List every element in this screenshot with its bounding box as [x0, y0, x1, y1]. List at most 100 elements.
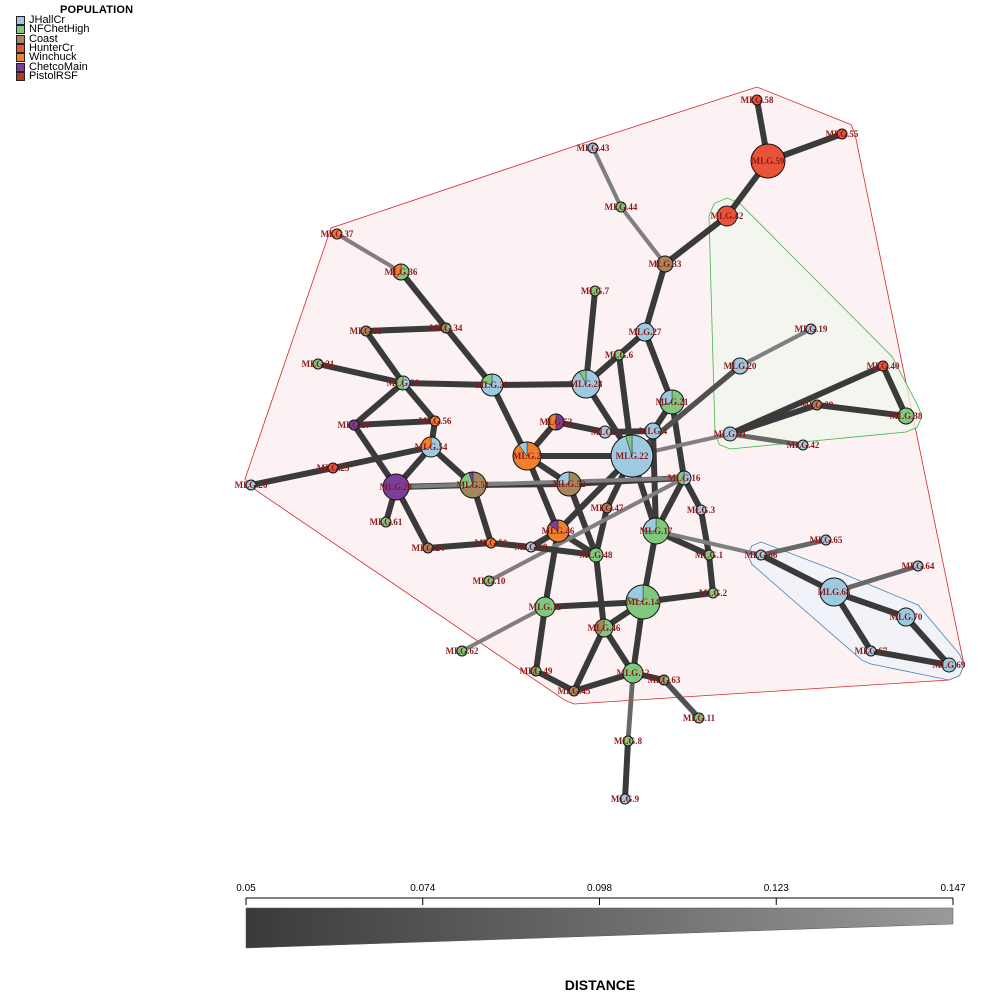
node-label: MLG.39	[801, 400, 834, 410]
node-outline	[429, 415, 441, 427]
node-outline	[693, 712, 705, 724]
network-node: MLG.22	[610, 434, 654, 478]
network-edge	[398, 270, 449, 330]
network-node: MLG.4	[639, 422, 668, 440]
node-label: MLG.37	[321, 229, 354, 239]
node-outline	[912, 560, 924, 572]
network-node: MLG.67	[855, 645, 888, 657]
node-outline	[819, 577, 849, 607]
node-pie-slice	[430, 416, 440, 426]
node-label: MLG.60	[515, 542, 548, 552]
network-node: MLG.25	[317, 462, 350, 474]
network-node: MLG.44	[605, 201, 638, 213]
node-pie-slice	[645, 423, 661, 439]
node-pie-slice	[484, 576, 494, 586]
network-node: MLG.23	[380, 473, 413, 501]
cluster-hull-green	[708, 197, 923, 450]
network-node: MLG.38	[890, 407, 923, 425]
network-edge	[335, 232, 403, 274]
node-label: MLG.2	[513, 451, 542, 461]
network-node: MLG.58	[741, 94, 774, 106]
network-nodes: MLG.58 MLG.55 MLG.59 MLG.43 MLG.44 MLG.42 MLG.…	[235, 94, 966, 805]
node-label: MLG.53	[540, 417, 573, 427]
node-pie-slice	[623, 663, 643, 683]
node-outline	[658, 674, 670, 686]
node-label: MLG.10	[473, 576, 506, 586]
network-node: MLG.34	[430, 322, 463, 334]
node-pie-slice	[704, 550, 714, 560]
network-edge	[655, 529, 762, 557]
node-outline	[707, 587, 719, 599]
node-label: MLG.48	[580, 550, 613, 560]
network-node: MLG.56	[419, 415, 452, 427]
node-pie-slice	[332, 229, 342, 239]
network-edge	[729, 402, 818, 437]
node-label: MLG.46	[588, 623, 621, 633]
node-pie-slice	[623, 736, 633, 746]
network-node: MLG.50	[475, 537, 508, 549]
node-pie-slice	[723, 427, 737, 441]
network-edge	[402, 380, 493, 388]
network-node: MLG.26	[235, 479, 268, 491]
node-label: MLG.35	[350, 326, 383, 336]
node-label: MLG.23	[380, 482, 413, 492]
network-node: MLG.1	[695, 549, 724, 561]
node-outline	[587, 142, 599, 154]
network-edge	[650, 430, 659, 532]
population-legend: POPULATION JHallCr NFChetHigh Coast HunterC…	[16, 4, 133, 81]
node-label: MLG.22	[616, 451, 649, 461]
node-outline	[644, 422, 662, 440]
network-node: MLG.35	[350, 325, 383, 337]
legend-swatch	[16, 44, 25, 54]
legend-title: POPULATION	[60, 4, 134, 16]
legend-item: PistolRSF	[16, 70, 133, 81]
node-outline	[392, 263, 410, 281]
node-pie-slice	[812, 400, 822, 410]
node-label: MLG.40	[867, 361, 900, 371]
node-outline	[483, 575, 495, 587]
network-node: MLG.65	[810, 534, 843, 546]
network-node: MLG.55	[826, 128, 859, 140]
node-outline	[395, 375, 411, 391]
node-outline	[722, 426, 738, 442]
node-label: MLG.14	[627, 597, 660, 607]
node-outline	[348, 419, 360, 431]
network-node: MLG.46	[588, 618, 621, 638]
node-label: MLG.55	[826, 129, 859, 139]
node-outline	[659, 389, 685, 415]
node-label: MLG.63	[648, 675, 681, 685]
node-outline	[456, 645, 468, 657]
legend-swatch	[16, 71, 25, 81]
node-pie-slice	[588, 143, 598, 153]
node-outline	[805, 323, 817, 335]
legend-item: JHallCr	[16, 15, 133, 26]
node-pie-slice	[486, 538, 496, 548]
node-pie-slice	[821, 535, 831, 545]
node-label: MLG.38	[890, 411, 923, 421]
legend-label: Winchuck	[29, 51, 77, 64]
node-outline	[896, 607, 916, 627]
network-node: MLG.68	[818, 577, 851, 607]
network-node: MLG.62	[446, 645, 479, 657]
network-edge	[591, 147, 623, 208]
node-outline	[635, 322, 655, 342]
network-edge	[332, 444, 432, 471]
node-outline	[877, 360, 889, 372]
network-node: MLG.27	[629, 322, 662, 342]
node-pie-slice	[898, 408, 914, 424]
node-outline	[751, 94, 763, 106]
node-outline	[897, 407, 915, 425]
network-edge	[593, 554, 607, 629]
network-edge	[880, 364, 909, 418]
node-outline	[716, 205, 738, 227]
node-outline	[459, 471, 487, 499]
node-pie-slice	[657, 256, 673, 272]
node-pie-slice	[866, 646, 876, 656]
node-outline	[622, 662, 644, 684]
network-node: MLG.5	[591, 425, 620, 439]
node-label: MLG.68	[818, 587, 851, 597]
network-node: MLG.64	[902, 560, 935, 572]
node-outline	[811, 399, 823, 411]
network-edge	[662, 678, 701, 720]
node-label: MLG.3	[687, 505, 716, 515]
